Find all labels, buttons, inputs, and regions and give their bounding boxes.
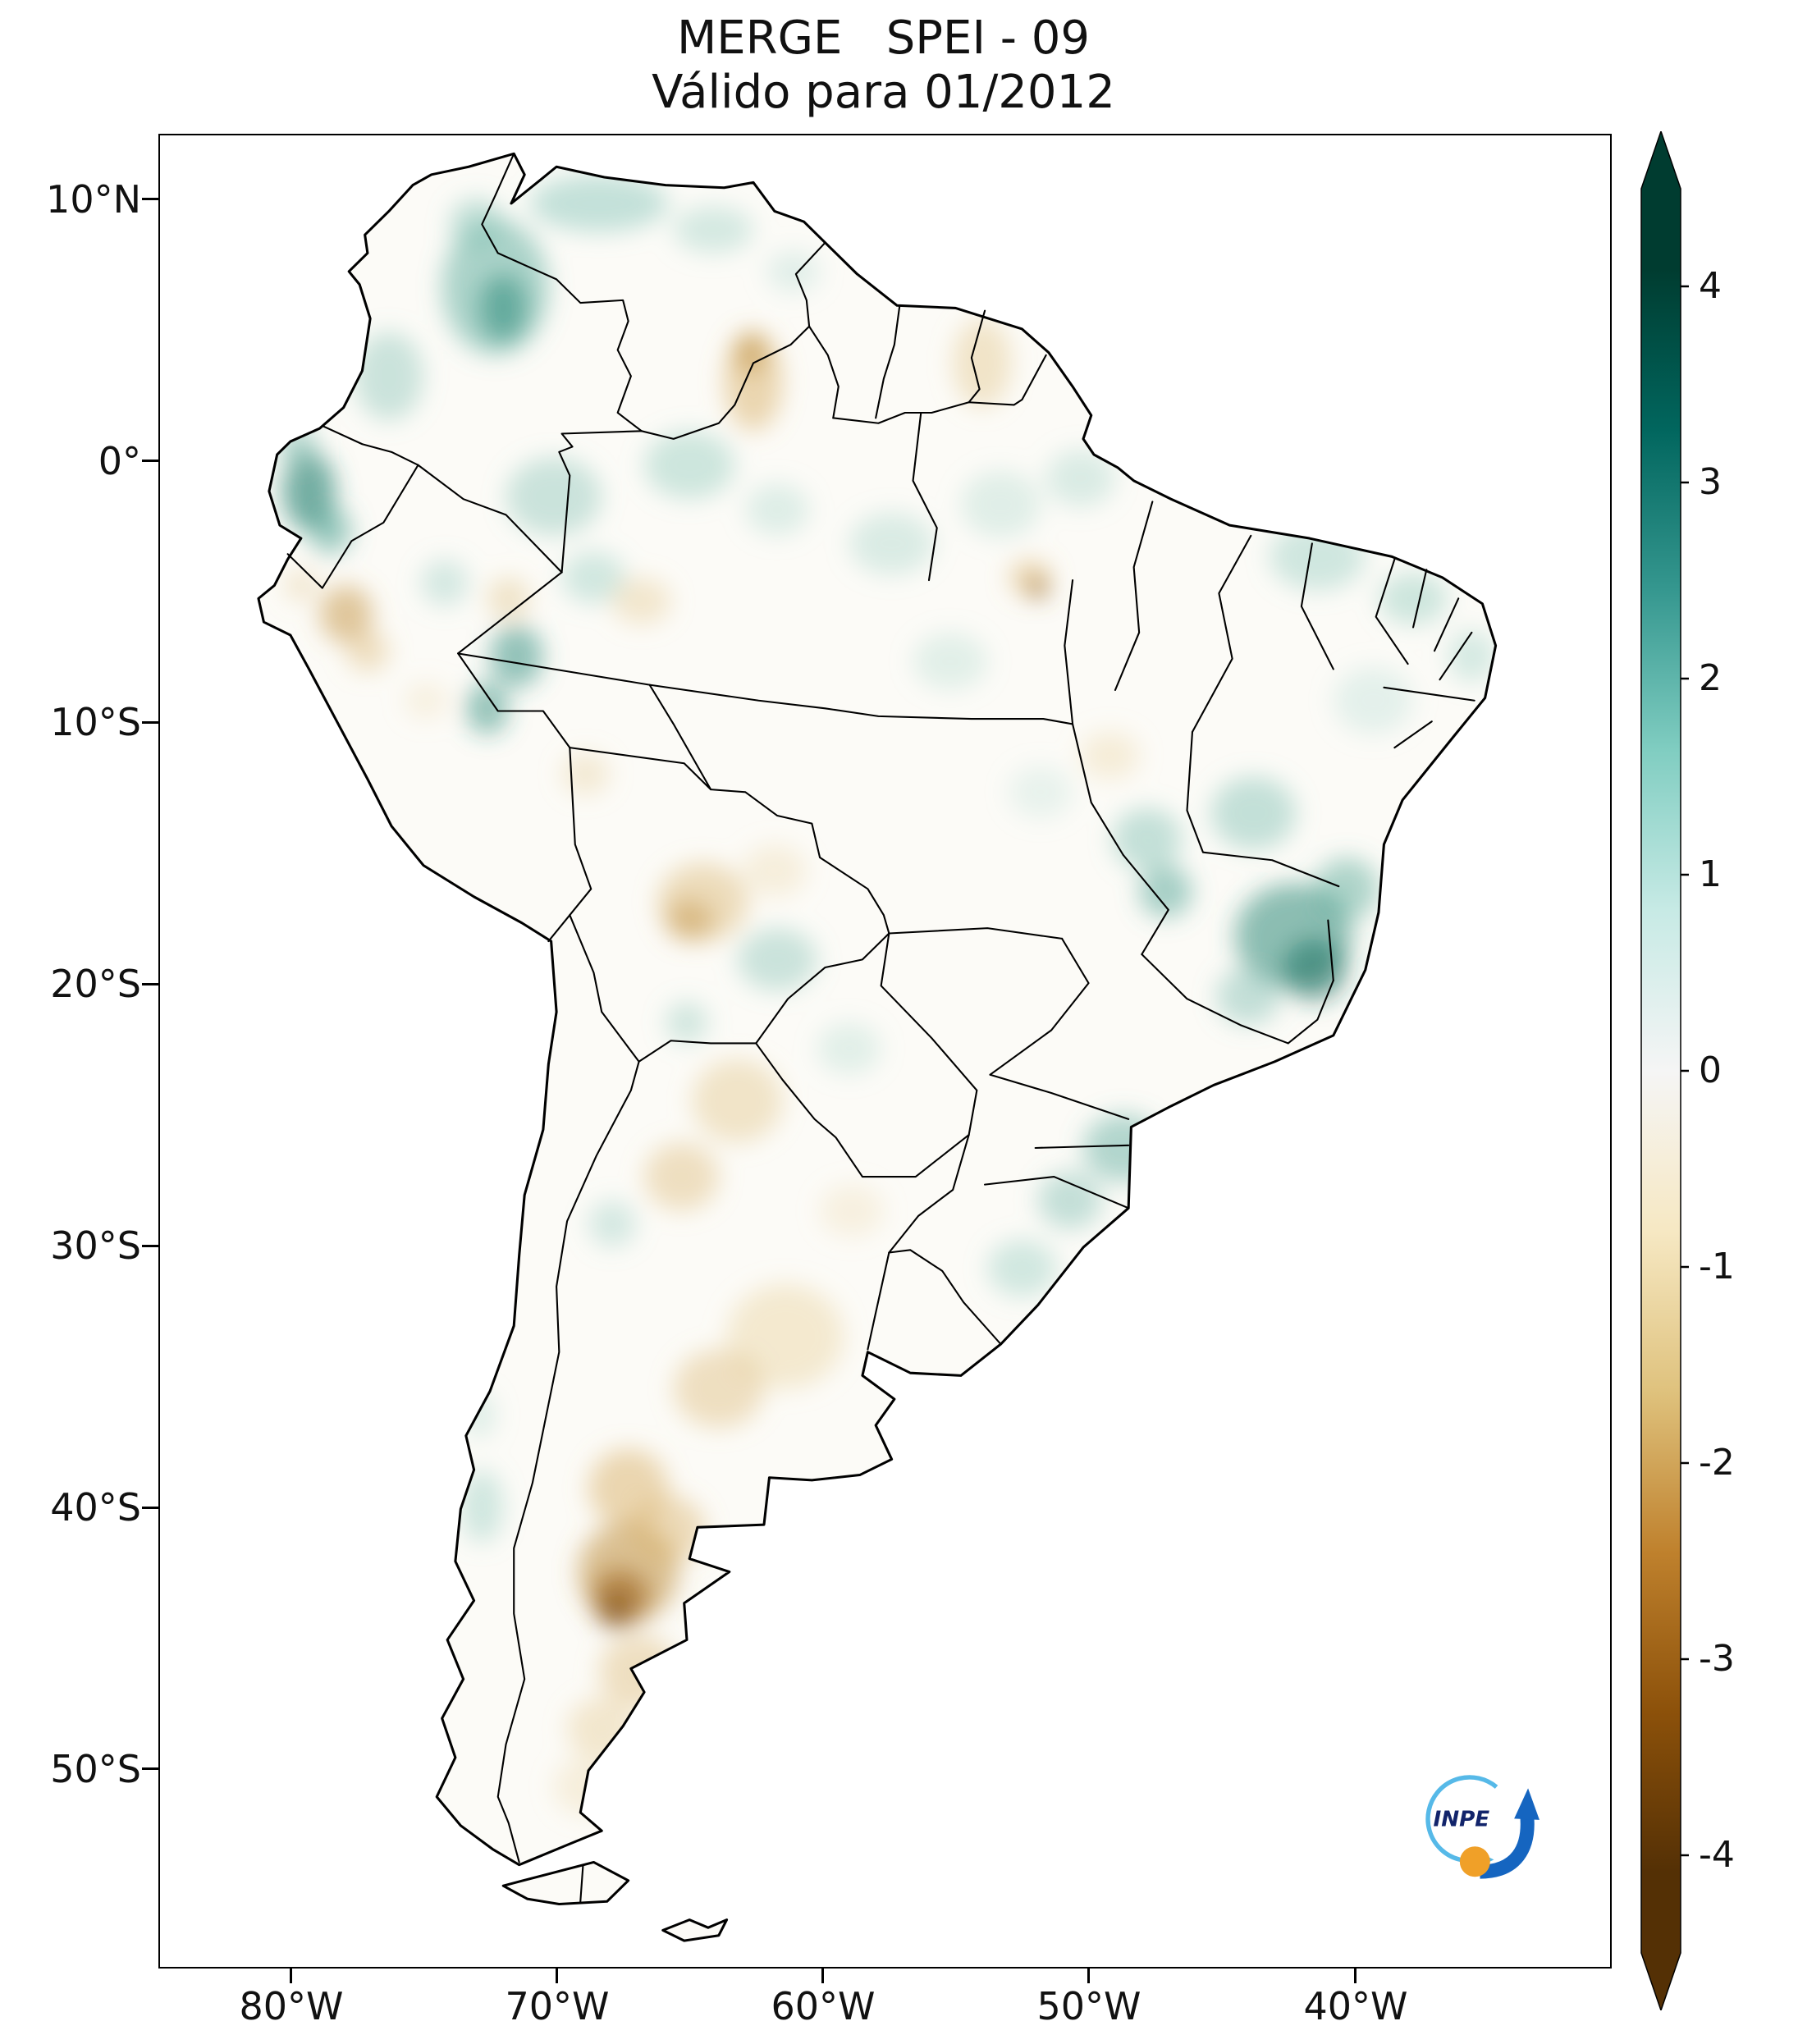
x-tick-label: 40°W — [1303, 1984, 1408, 2028]
colorbar-tick-label: 1 — [1699, 853, 1722, 895]
colorbar — [1636, 129, 1690, 2013]
spei-anomaly-field — [279, 174, 1496, 1816]
colorbar-tick-label: 2 — [1699, 657, 1722, 699]
y-tick-label: 30°S — [50, 1223, 141, 1268]
x-tick-label: 80°W — [239, 1984, 344, 2028]
colorbar-tick-label: -2 — [1699, 1442, 1735, 1484]
x-tick-mark — [1087, 1967, 1090, 1983]
logo-orange-globe-icon — [1459, 1846, 1490, 1877]
x-tick-mark — [290, 1967, 292, 1983]
colorbar-extend-top — [1641, 131, 1681, 189]
y-tick-mark — [142, 460, 158, 462]
coastline — [257, 152, 1498, 1942]
colorbar-tick-label: -3 — [1699, 1638, 1735, 1680]
colorbar-graphic — [1640, 129, 1689, 2013]
logo-blue-arrow-icon — [1480, 1813, 1535, 1879]
logo-text: INPE — [1433, 1808, 1489, 1832]
colorbar-tick-label: 4 — [1699, 265, 1722, 307]
x-tick-mark — [556, 1967, 558, 1983]
map-plot-area: INPE — [158, 134, 1612, 1969]
inpe-logo: INPE — [1404, 1760, 1556, 1887]
logo-swirl-arc-icon — [1425, 1775, 1498, 1863]
inpe-logo-graphic: INPE — [1425, 1775, 1540, 1879]
title-line-2: Válido para 01/2012 — [652, 66, 1115, 119]
y-tick-label: 40°S — [50, 1485, 141, 1530]
y-tick-label: 0° — [98, 439, 141, 483]
colorbar-extend-bottom — [1641, 1953, 1681, 2010]
y-tick-mark — [142, 1767, 158, 1770]
x-tick-label: 50°W — [1036, 1984, 1141, 2028]
y-tick-label: 20°S — [50, 962, 141, 1006]
y-tick-mark — [142, 198, 158, 200]
figure-title: MERGE SPEI - 09 Válido para 01/2012 — [158, 11, 1608, 120]
y-tick-mark — [142, 983, 158, 985]
colorbar-tick-label: -1 — [1699, 1246, 1735, 1287]
y-tick-label: 50°S — [50, 1747, 141, 1791]
y-tick-label: 10°N — [46, 177, 141, 222]
country-state-borders — [286, 153, 1475, 1903]
colorbar-tick-label: -4 — [1699, 1834, 1735, 1876]
x-tick-label: 60°W — [771, 1984, 876, 2028]
colorbar-tick-marks — [1681, 285, 1689, 1857]
x-tick-mark — [1354, 1967, 1357, 1983]
y-tick-mark — [142, 1507, 158, 1509]
colorbar-tick-label: 3 — [1699, 461, 1722, 503]
y-tick-mark — [142, 721, 158, 724]
x-tick-mark — [821, 1967, 824, 1983]
y-tick-label: 10°S — [50, 700, 141, 744]
title-line-1: MERGE SPEI - 09 — [676, 11, 1091, 65]
x-tick-label: 70°W — [505, 1984, 610, 2028]
y-tick-mark — [142, 1245, 158, 1247]
logo-blue-arrowhead-icon — [1514, 1788, 1540, 1820]
colorbar-tick-label: 0 — [1699, 1049, 1722, 1091]
south-america-map — [257, 152, 1498, 1942]
colorbar-gradient — [1641, 189, 1681, 1953]
